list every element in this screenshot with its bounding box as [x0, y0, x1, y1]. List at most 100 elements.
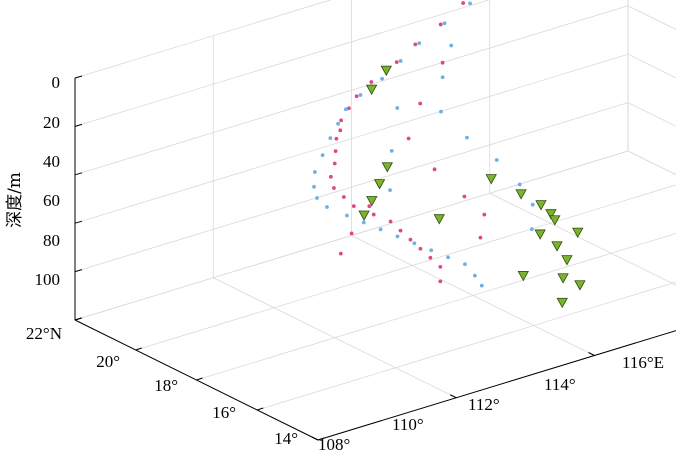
- trajectory-point: [449, 43, 454, 48]
- trajectory-point: [349, 231, 354, 236]
- trajectory-point: [334, 136, 339, 141]
- trajectory-point: [462, 194, 467, 199]
- trajectory-point: [341, 195, 346, 199]
- floor-grid-line: [627, 150, 676, 176]
- trajectory-point: [338, 251, 343, 256]
- station-marker: [561, 255, 573, 266]
- trajectory-point: [388, 219, 393, 224]
- trajectory-point: [461, 1, 466, 5]
- back-wall-grid-line: [74, 0, 490, 127]
- trajectory-point: [418, 246, 423, 251]
- z-axis-title: 深度/m: [5, 172, 25, 228]
- z-tick-mark: [74, 75, 83, 79]
- trajectory-point: [320, 153, 325, 157]
- station-marker: [365, 84, 378, 95]
- trajectory-point: [440, 75, 445, 80]
- station-marker: [517, 270, 529, 282]
- lon-tick-mark: [311, 436, 319, 441]
- trajectory-point: [406, 136, 411, 141]
- trajectory-point: [412, 241, 417, 246]
- lat-tick-mark: [74, 317, 82, 321]
- station-marker: [358, 210, 370, 221]
- lat-tick-labels: 22°N 20° 18° 16° 14°: [26, 324, 298, 448]
- trajectory-point: [442, 21, 447, 26]
- trajectory-point: [336, 121, 340, 126]
- trajectory-point: [472, 273, 477, 278]
- side-wall-grid-line: [627, 53, 676, 79]
- side-wall-grid-line: [627, 150, 676, 176]
- trajectory-point: [529, 227, 534, 232]
- trajectory-point: [346, 106, 351, 111]
- grid-lines: [74, 0, 676, 441]
- back-wall-grid-line: [74, 102, 629, 272]
- floor-grid-line: [135, 184, 676, 351]
- trajectory-point: [328, 174, 333, 179]
- axes: [74, 75, 676, 441]
- station-marker: [534, 229, 546, 240]
- z-tick-label: 0: [52, 73, 61, 92]
- trajectory-point: [332, 186, 336, 190]
- trajectory-point: [395, 234, 400, 239]
- trajectory-point: [482, 212, 487, 217]
- data-points: [312, 1, 586, 309]
- back-wall-grid-line: [74, 0, 332, 79]
- floor-grid-line: [196, 233, 676, 381]
- trajectory-point: [517, 182, 522, 187]
- trajectory-point: [438, 22, 443, 27]
- station-marker: [433, 214, 445, 225]
- trajectory-point: [394, 60, 399, 65]
- z-tick-mark: [74, 123, 83, 127]
- z-tick-mark: [74, 220, 83, 224]
- trajectory-point: [408, 237, 413, 242]
- lon-tick-mark: [450, 394, 457, 399]
- side-wall-grid-line: [627, 5, 676, 30]
- trajectory-point: [371, 212, 376, 217]
- lat-tick-mark: [135, 347, 142, 351]
- z-tick-label: 20: [43, 113, 60, 132]
- station-marker: [549, 215, 561, 226]
- lon-tick-label: 114°: [544, 375, 576, 394]
- trajectory-point: [328, 136, 333, 141]
- floor-grid-line: [489, 192, 676, 286]
- trajectory-point: [338, 128, 343, 133]
- trajectory-point: [413, 42, 418, 47]
- lat-tick-label: 14°: [274, 429, 298, 448]
- z-tick-labels: 0 20 40 60 80 100: [35, 73, 61, 289]
- trajectory-point: [398, 228, 403, 233]
- z-tick-label: 100: [35, 270, 61, 289]
- back-wall-grid-line: [74, 53, 629, 224]
- trajectory-point: [465, 135, 469, 140]
- lat-tick-label: 18°: [154, 376, 178, 395]
- trajectory-point: [418, 101, 423, 106]
- trajectory-point: [429, 248, 434, 253]
- trajectory-point: [428, 255, 433, 260]
- lat-tick-mark: [196, 377, 203, 381]
- trajectory-point: [312, 170, 317, 174]
- trajectory-point: [333, 149, 338, 154]
- trajectory-point: [367, 204, 372, 209]
- station-marker: [574, 280, 586, 291]
- trajectory-point: [380, 76, 384, 81]
- trajectory-point: [358, 93, 363, 97]
- trajectory-point: [315, 196, 319, 200]
- station-marker: [366, 196, 378, 207]
- trajectory-point: [361, 220, 366, 225]
- trajectory-point: [378, 227, 383, 232]
- trajectory-point: [398, 59, 403, 63]
- trajectory-point: [468, 1, 472, 6]
- trajectory-point: [438, 279, 443, 284]
- back-wall-grid-line: [74, 150, 629, 321]
- lat-tick-label: 20°: [96, 352, 120, 371]
- trajectory-point: [351, 204, 356, 209]
- z-tick-label: 40: [43, 152, 60, 171]
- z-tick-mark: [74, 269, 83, 273]
- z-tick-mark: [74, 172, 83, 176]
- z-tick-label: 60: [43, 191, 60, 210]
- z-tick-label: 80: [43, 231, 60, 250]
- trajectory-point: [440, 60, 445, 65]
- back-wall-grid-line: [74, 5, 629, 176]
- lat-tick-label: 16°: [212, 403, 236, 422]
- station-marker: [535, 200, 547, 211]
- station-marker: [373, 179, 386, 190]
- lat-tick-label: 22°N: [26, 324, 62, 343]
